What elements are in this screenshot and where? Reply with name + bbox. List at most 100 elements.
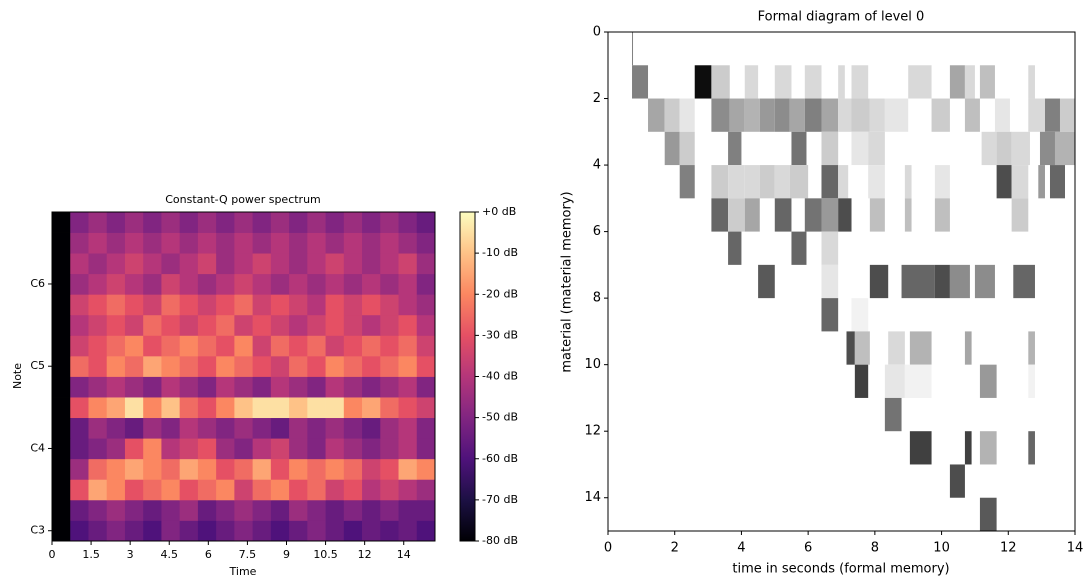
block: [679, 165, 695, 199]
heat-cell: [179, 335, 199, 357]
block: [789, 165, 809, 199]
heat-cell: [70, 294, 89, 316]
heat-cell: [70, 499, 89, 521]
heat-cell: [216, 499, 235, 521]
heat-cell: [106, 335, 126, 357]
heat-cell: [106, 314, 126, 336]
heat-cell: [216, 397, 235, 419]
heat-cell: [179, 397, 199, 419]
heat-cell: [124, 335, 144, 357]
heat-cell: [307, 520, 326, 542]
block: [729, 98, 745, 132]
block: [884, 364, 905, 398]
heat-cell: [325, 479, 345, 501]
block: [934, 165, 950, 199]
heat-cell: [325, 417, 345, 439]
heat-cell: [416, 376, 436, 398]
heat-cell: [362, 335, 381, 357]
heat-cell: [362, 273, 381, 295]
heat-cell: [362, 499, 381, 521]
colorbar-tick-label: -70 dB: [482, 493, 518, 506]
heat-cell: [161, 376, 181, 398]
heat-cell: [252, 314, 272, 336]
block: [648, 98, 665, 132]
heat-cell: [325, 397, 345, 419]
heat-cell: [398, 273, 418, 295]
heat-cell: [325, 458, 345, 480]
block: [728, 165, 745, 199]
colorbar-tick-label: -20 dB: [482, 287, 518, 300]
heat-cell: [88, 314, 108, 336]
heat-cell: [398, 294, 418, 316]
heat-cell: [179, 314, 199, 336]
heat-cell: [289, 253, 308, 275]
heat-cell: [197, 335, 217, 357]
heat-cell: [161, 314, 181, 336]
block: [908, 65, 932, 99]
block: [869, 264, 889, 299]
heat-cell: [234, 335, 254, 357]
heat-cell: [161, 458, 181, 480]
colorbar-tick-label: -50 dB: [482, 411, 518, 424]
heat-cell: [270, 479, 290, 501]
heat-cell: [307, 212, 326, 233]
heat-cell: [88, 273, 108, 295]
heat-cell: [161, 479, 181, 501]
heat-cell: [252, 458, 272, 480]
block: [1028, 98, 1045, 132]
y-axis-label: Note: [11, 363, 24, 389]
heat-cell: [307, 232, 326, 254]
heat-cell: [398, 355, 418, 377]
block: [979, 65, 995, 99]
block: [1059, 98, 1075, 132]
block: [728, 231, 742, 265]
heat-cell: [52, 520, 71, 542]
heat-cell: [416, 212, 436, 233]
heat-cell: [197, 232, 217, 254]
heat-cell: [343, 458, 363, 480]
heat-cell: [380, 253, 399, 275]
heat-cell: [380, 294, 399, 316]
y-tick-label: 6: [593, 224, 601, 239]
y-tick-label: C4: [30, 441, 45, 454]
heat-cell: [216, 314, 235, 336]
x-tick-label: 14: [1067, 541, 1084, 556]
heat-cell: [252, 335, 272, 357]
block: [979, 497, 997, 531]
block: [949, 464, 965, 498]
block: [851, 298, 869, 332]
heat-cell: [343, 479, 363, 501]
heat-cell: [197, 314, 217, 336]
heat-cell: [88, 438, 108, 460]
heat-cell: [416, 479, 436, 501]
colorbar-tick-label: +0 dB: [482, 205, 516, 218]
heat-cell: [362, 417, 381, 439]
block: [664, 98, 680, 132]
heat-cell: [88, 499, 108, 521]
heat-cell: [70, 438, 89, 460]
heat-cell: [179, 273, 199, 295]
x-tick-label: 3: [127, 548, 134, 561]
heat-cell: [416, 458, 436, 480]
block: [996, 131, 1012, 166]
heat-cell: [270, 314, 290, 336]
heat-cell: [307, 376, 326, 398]
heat-cell: [70, 273, 89, 295]
heat-cell: [70, 355, 89, 377]
y-tick-label: C3: [30, 524, 45, 537]
heat-cell: [343, 253, 363, 275]
heat-cell: [398, 397, 418, 419]
heat-cell: [416, 499, 436, 521]
heat-cell: [234, 438, 254, 460]
block: [759, 165, 775, 199]
y-tick-label: 4: [593, 158, 601, 173]
heat-cell: [416, 438, 436, 460]
block: [868, 165, 885, 199]
heat-cell: [52, 314, 71, 336]
heat-cell: [88, 479, 108, 501]
heat-cell: [325, 520, 345, 542]
heat-cell: [234, 232, 254, 254]
block: [632, 32, 634, 66]
block: [804, 198, 822, 232]
y-tick-label: C5: [30, 359, 45, 372]
